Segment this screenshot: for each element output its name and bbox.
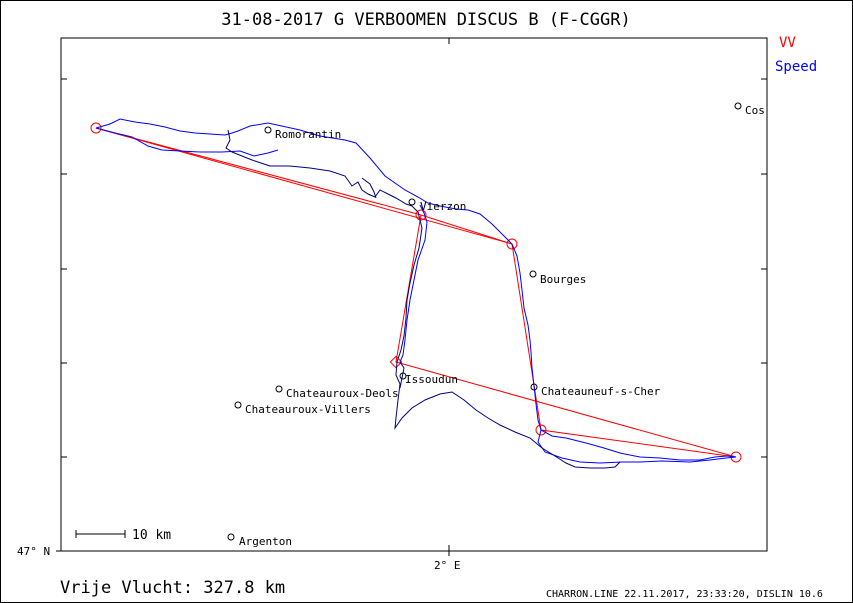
- town-label: Chateauneuf-s-Cher: [541, 385, 661, 398]
- lon-label: 2° E: [434, 559, 461, 572]
- task-legs: [95, 127, 737, 458]
- town-marker: [530, 383, 538, 391]
- scale-bar: 10 km: [75, 528, 171, 543]
- map-title: 31-08-2017 G VERBOOMEN DISCUS B (F-CGGR): [221, 10, 630, 30]
- turnpoint-marker: [415, 209, 427, 221]
- credits-label: CHARRON.LINE 22.11.2017, 23:33:20, DISLI…: [546, 589, 823, 600]
- town-label: Vierzon: [420, 200, 466, 213]
- town-label: Issoudun: [405, 373, 458, 386]
- legend-speed: Speed: [775, 59, 817, 75]
- town-marker: [529, 270, 537, 278]
- scale-bar-label: 10 km: [132, 528, 171, 543]
- town-marker: [264, 126, 272, 134]
- lat-label: 47° N: [17, 545, 50, 558]
- legend-vv: VV: [779, 35, 796, 51]
- town-marker: [234, 401, 242, 409]
- town-marker: [227, 533, 235, 541]
- start-marker: [389, 355, 403, 369]
- town-marker: [399, 372, 407, 380]
- distance-label: Vrije Vlucht: 327.8 km: [60, 578, 285, 598]
- town-label: Romorantin: [275, 128, 341, 141]
- turnpoint-marker: [90, 122, 102, 134]
- turnpoints: [90, 122, 742, 463]
- town-marker: [734, 102, 742, 110]
- axis-ticks-right: [761, 78, 767, 458]
- flight-track-fast: [95, 118, 737, 464]
- axis-ticks-left: [56, 78, 67, 552]
- turnpoint-marker: [506, 238, 518, 250]
- towns: [227, 102, 742, 541]
- town-marker: [408, 198, 416, 206]
- town-label: Chateauroux-Villers: [245, 403, 371, 416]
- turnpoint-marker: [535, 424, 547, 436]
- town-label: Cos: [745, 104, 765, 117]
- town-marker: [275, 385, 283, 393]
- plot-frame: [60, 37, 768, 552]
- town-label: Chateauroux-Deols: [286, 387, 399, 400]
- town-labels: Romorantin Vierzon Bourges Issoudun Chat…: [239, 104, 765, 548]
- town-label: Argenton: [239, 535, 292, 548]
- town-label: Bourges: [540, 273, 586, 286]
